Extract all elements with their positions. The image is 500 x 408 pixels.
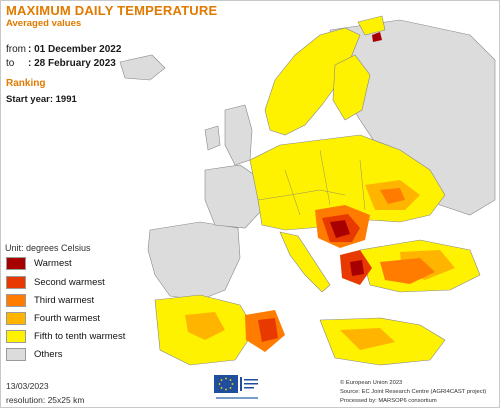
legend-swatch [6,348,26,361]
legend-item-second: Second warmest [6,275,105,290]
legend-label: Fourth warmest [34,313,100,324]
from-label: from [6,44,26,55]
legend-label: Others [34,349,63,360]
ranking-heading: Ranking [6,78,46,89]
start-year: Start year: 1991 [6,94,77,105]
to-label: to [6,58,15,69]
legend-swatch [6,312,26,325]
legend-item-fourth: Fourth warmest [6,311,100,326]
land-warmest [330,32,382,276]
legend-label: Fifth to tenth warmest [34,331,126,342]
credit-processed: Processed by: MARSOP6 consortium [340,398,437,404]
land-others [119,19,496,301]
map-title: MAXIMUM DAILY TEMPERATURE [6,3,218,18]
credit-copyright: © European Union 2023 [340,380,403,386]
legend-item-fifth-tenth: Fifth to tenth warmest [6,329,125,344]
legend-swatch [6,330,26,343]
legend-unit: Unit: degrees Celsius [5,243,91,253]
map-subtitle: Averaged values [6,18,82,29]
legend-swatch [6,276,26,289]
legend-swatch [6,294,26,307]
legend-item-others: Others [6,347,63,362]
country-borders [257,149,366,216]
period-info: from: 01 December 2022 to : 28 February 2… [6,43,121,71]
eu-commission-logo [214,375,258,399]
credits: © European Union 2023 Source: EC Joint R… [340,379,486,406]
from-value: : 01 December 2022 [28,44,122,55]
legend-label: Third warmest [34,295,95,306]
resolution-text: resolution: 25x25 km [6,395,85,405]
credit-source: Source: EC Joint Research Centre (AGRI4C… [340,389,487,395]
legend-swatch [6,257,26,270]
legend-item-warmest: Warmest [6,256,72,271]
to-value: : 28 February 2023 [28,58,116,69]
legend-label: Warmest [34,258,72,269]
issue-date: 13/03/2023 [6,381,49,391]
legend-item-third: Third warmest [6,293,94,308]
legend-label: Second warmest [34,277,105,288]
